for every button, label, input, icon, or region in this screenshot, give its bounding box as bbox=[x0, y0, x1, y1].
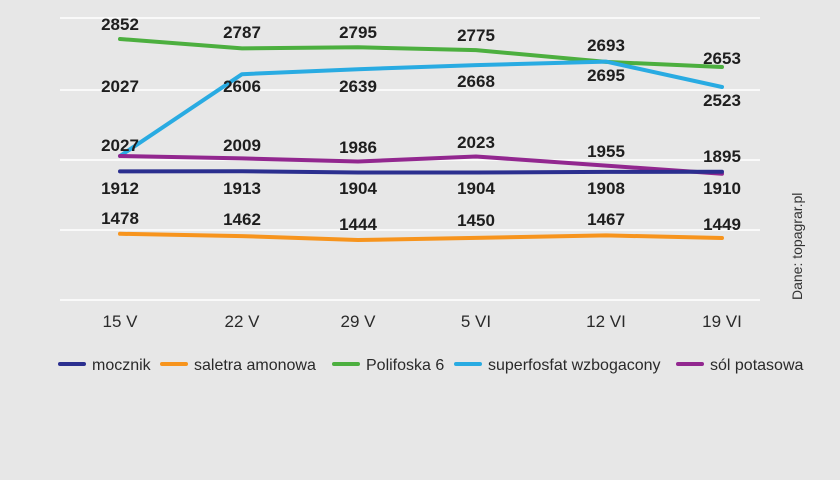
series-line-sól-potasowa bbox=[118, 154, 724, 176]
legend-item: Polifoska 6 bbox=[366, 357, 444, 374]
data-label: 1478 bbox=[101, 209, 139, 228]
data-label: 1913 bbox=[223, 179, 261, 198]
data-label: 1910 bbox=[703, 179, 741, 198]
data-label: 2852 bbox=[101, 15, 139, 34]
data-label: 2639 bbox=[339, 77, 377, 96]
legend: mocznik saletra amonowa Polifoska 6 superfo… bbox=[58, 357, 803, 374]
data-label: 1462 bbox=[223, 210, 261, 229]
series-lines bbox=[118, 37, 724, 242]
series-line-superfosfat-wzbogacony bbox=[118, 59, 724, 158]
data-label: 2023 bbox=[457, 133, 495, 152]
x-tick-label: 12 VI bbox=[586, 312, 626, 331]
x-tick-label: 22 V bbox=[225, 312, 261, 331]
data-label: 2523 bbox=[703, 91, 741, 110]
data-label: 2795 bbox=[339, 23, 377, 42]
series-line-mocznik bbox=[118, 169, 724, 175]
data-label: 2027 bbox=[101, 136, 139, 155]
data-label: 2668 bbox=[457, 72, 495, 91]
data-labels: 1912 1913 1904 1904 1908 1910 1478 1462 1444 1450… bbox=[101, 15, 741, 234]
data-label: 1904 bbox=[457, 179, 495, 198]
data-label: 2653 bbox=[703, 49, 741, 68]
legend-item: mocznik bbox=[92, 357, 152, 374]
data-label: 1449 bbox=[703, 215, 741, 234]
x-tick-label: 19 VI bbox=[702, 312, 742, 331]
x-tick-label: 15 V bbox=[103, 312, 139, 331]
legend-item: sól potasowa bbox=[710, 357, 803, 374]
legend-item: saletra amonowa bbox=[194, 357, 316, 374]
data-label: 1467 bbox=[587, 210, 625, 229]
data-label: 2009 bbox=[223, 136, 261, 155]
source-note: Dane: topagrar.pl bbox=[789, 193, 805, 300]
x-tick-label: 29 V bbox=[341, 312, 377, 331]
data-label: 1450 bbox=[457, 211, 495, 230]
data-label: 1908 bbox=[587, 179, 625, 198]
data-label: 1444 bbox=[339, 215, 377, 234]
data-label: 1955 bbox=[587, 142, 625, 161]
data-label: 1904 bbox=[339, 179, 377, 198]
data-label: 1895 bbox=[703, 147, 741, 166]
data-label: 1986 bbox=[339, 138, 377, 157]
x-tick-label: 5 VI bbox=[461, 312, 491, 331]
legend-item: superfosfat wzbogacony bbox=[488, 357, 661, 374]
data-label: 2775 bbox=[457, 26, 495, 45]
series-line-polifoska-6 bbox=[118, 37, 724, 69]
data-label: 2787 bbox=[223, 23, 261, 42]
data-label: 1912 bbox=[101, 179, 139, 198]
data-label: 2606 bbox=[223, 77, 261, 96]
series-line-saletra-amonowa bbox=[118, 231, 724, 242]
data-label: 2695 bbox=[587, 66, 625, 85]
data-label: 2693 bbox=[587, 36, 625, 55]
x-axis-ticks: 15 V 22 V 29 V 5 VI 12 VI 19 VI bbox=[103, 312, 742, 331]
data-label: 2027 bbox=[101, 77, 139, 96]
